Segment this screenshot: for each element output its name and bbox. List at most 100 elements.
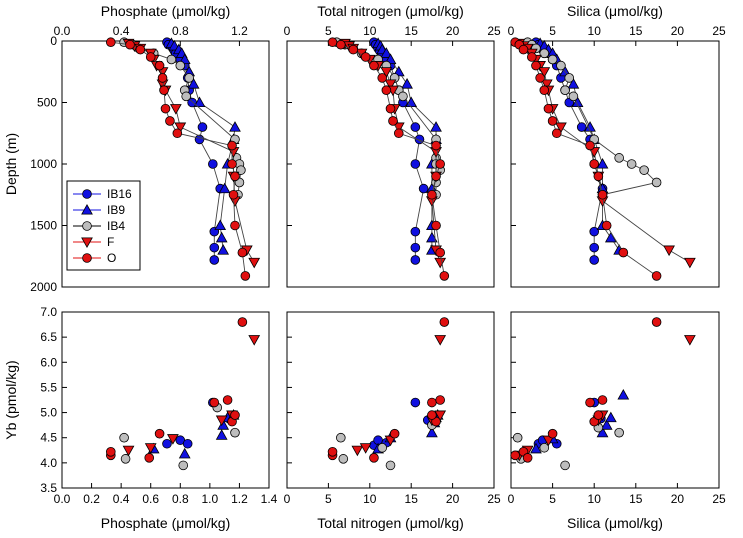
data-point xyxy=(240,271,251,281)
x-tick-label: 25 xyxy=(712,492,726,506)
data-point xyxy=(388,116,398,126)
data-point xyxy=(427,397,437,408)
data-point xyxy=(434,257,447,269)
legend-label-ib9: IB9 xyxy=(107,203,125,217)
data-point xyxy=(230,171,240,182)
data-point xyxy=(435,159,445,169)
plot-frame xyxy=(510,311,720,489)
x-tick-label: 0.4 xyxy=(113,24,130,38)
x-tick-label: 0.8 xyxy=(172,24,189,38)
data-point xyxy=(426,426,438,438)
data-point xyxy=(360,52,371,62)
y-tick-label: 3.5 xyxy=(40,481,57,495)
data-point xyxy=(218,182,231,194)
data-point xyxy=(434,410,447,422)
x-axis-title: Silica (μmol/kg) xyxy=(567,515,663,531)
data-point xyxy=(160,103,171,114)
data-point xyxy=(426,231,438,243)
data-point xyxy=(227,140,237,151)
data-point xyxy=(105,37,116,48)
data-point xyxy=(614,427,624,438)
data-point xyxy=(556,60,566,71)
data-point xyxy=(430,121,442,132)
x-tick-label: 10 xyxy=(588,492,602,506)
data-point xyxy=(208,159,218,169)
data-point xyxy=(538,67,551,78)
series-F xyxy=(351,335,447,457)
data-point xyxy=(684,335,696,346)
data-point xyxy=(230,427,240,438)
y-tick-label: 5.5 xyxy=(40,380,57,394)
data-point xyxy=(617,388,630,400)
x-tick-label: 1.2 xyxy=(231,492,248,506)
data-point xyxy=(237,317,248,327)
data-point xyxy=(596,157,609,169)
legend-marker-f xyxy=(81,237,93,249)
data-point xyxy=(181,91,192,102)
data-point xyxy=(327,37,338,48)
series-IB9 xyxy=(534,37,626,255)
data-point xyxy=(175,60,186,71)
data-point xyxy=(600,419,613,430)
x-axis-title: Phosphate (μmol/kg) xyxy=(101,3,230,19)
x-tick-label: 15 xyxy=(629,24,643,38)
data-point xyxy=(119,432,129,443)
data-point xyxy=(651,317,662,327)
y-tick-label: 6.5 xyxy=(40,330,57,344)
data-point xyxy=(410,122,421,132)
legend-marker-o xyxy=(82,253,92,263)
data-point xyxy=(336,39,346,50)
data-point xyxy=(159,85,169,95)
data-point xyxy=(410,226,421,237)
data-point xyxy=(530,442,542,454)
panel-bottom-phosphate xyxy=(61,311,270,489)
data-point xyxy=(589,159,599,169)
data-point xyxy=(214,219,227,231)
legend-label-ib16: IB16 xyxy=(107,187,132,201)
data-point xyxy=(526,52,537,62)
data-point xyxy=(351,445,364,457)
data-point xyxy=(338,454,349,464)
data-point xyxy=(540,79,553,91)
y-tick-label: 4.0 xyxy=(40,456,57,470)
data-point xyxy=(543,103,554,114)
data-point xyxy=(327,446,338,457)
y-axis-title: Depth (m) xyxy=(3,133,19,195)
data-point xyxy=(154,428,165,439)
data-point xyxy=(227,159,237,169)
x-tick-label: 0 xyxy=(284,492,291,506)
data-point xyxy=(398,91,408,102)
x-tick-label: 5 xyxy=(325,492,332,506)
legend-label-o: O xyxy=(107,251,116,265)
data-point xyxy=(197,122,208,132)
x-tick-label: 0.8 xyxy=(172,492,189,506)
data-point xyxy=(228,189,239,200)
series-IB4 xyxy=(119,402,240,471)
data-point xyxy=(167,434,179,445)
data-point xyxy=(535,73,545,83)
y-tick-label: 0 xyxy=(50,34,57,48)
panel-bottom-silica xyxy=(510,311,720,489)
plot-frame xyxy=(286,311,495,489)
data-point xyxy=(555,122,567,134)
legend-label-ib4: IB4 xyxy=(107,219,125,233)
series-F xyxy=(339,38,447,269)
x-tick-label: 15 xyxy=(405,24,419,38)
data-point xyxy=(435,247,445,258)
x-axis-title: Total nitrogen (μmol/kg) xyxy=(317,515,464,531)
x-axis-title: Phosphate (μmol/kg) xyxy=(101,515,230,531)
data-point xyxy=(410,397,421,408)
data-point xyxy=(154,60,165,71)
series-O xyxy=(510,317,662,463)
plot-frame xyxy=(61,311,270,489)
data-point xyxy=(427,410,437,420)
data-point xyxy=(539,48,550,59)
data-point xyxy=(248,335,261,346)
data-point xyxy=(539,442,550,453)
data-point xyxy=(418,183,429,194)
data-point xyxy=(393,128,404,139)
series-IB16 xyxy=(369,397,433,451)
panel-bottom-total-nitrogen xyxy=(286,311,495,489)
legend-label-f: F xyxy=(107,235,114,249)
data-point xyxy=(568,91,579,102)
